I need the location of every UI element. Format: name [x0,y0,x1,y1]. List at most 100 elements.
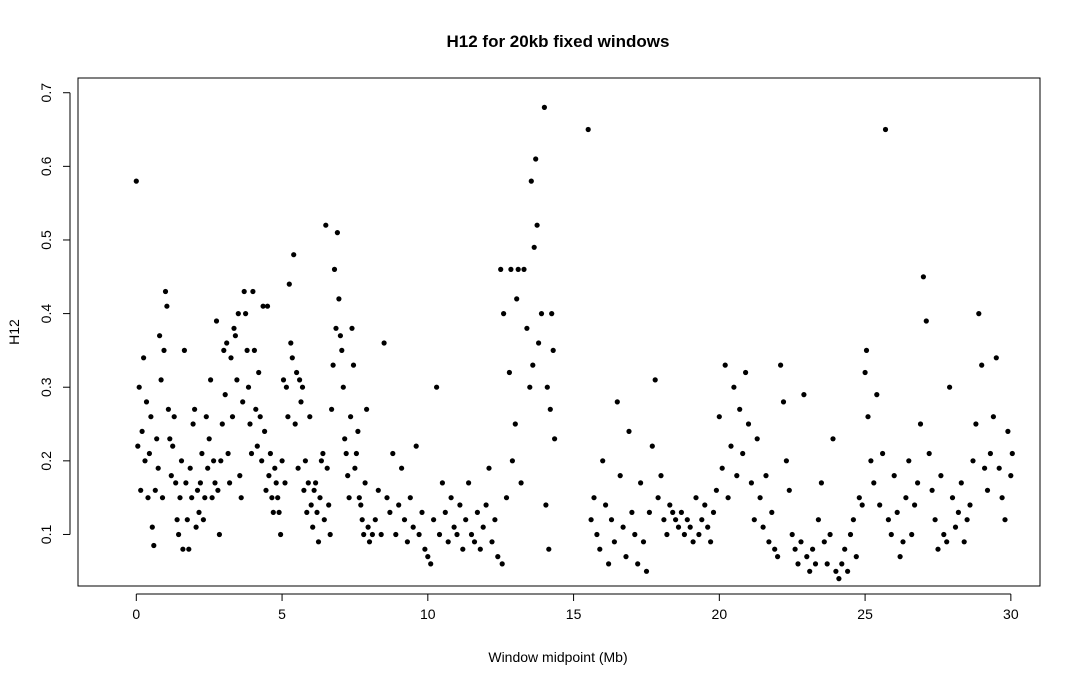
data-point [165,406,171,412]
data-point [248,450,255,457]
data-point [649,443,655,449]
data-point [359,517,365,523]
data-point [250,288,256,295]
data-point [515,266,521,272]
data-point [970,458,976,464]
data-point [853,554,859,560]
data-point [509,458,515,464]
data-point [780,399,787,405]
data-point [269,495,275,501]
data-point [524,325,530,331]
data-point [486,465,492,471]
data-point [208,377,214,383]
data-point [196,509,202,515]
data-point [594,531,600,538]
data-point [842,546,848,552]
data-point [792,546,798,552]
data-point [789,531,795,538]
data-point [588,517,594,523]
data-point [699,517,705,523]
x-tick-label: 15 [566,606,582,622]
data-point [611,539,618,545]
data-point [938,473,944,479]
data-point [283,384,289,390]
data-point [549,311,555,317]
data-point [863,347,870,353]
data-point [737,406,743,412]
data-point [138,487,144,493]
data-point [174,517,180,523]
data-point [585,126,591,133]
data-point [173,480,179,486]
data-point [917,421,924,427]
data-point [751,517,757,523]
data-point [512,421,518,427]
data-point [827,531,833,538]
y-tick-label: 0.6 [38,156,54,176]
data-point [164,303,170,309]
data-point [678,509,685,515]
data-point [136,384,142,390]
data-point [552,436,558,442]
data-point [862,369,868,376]
data-point [638,480,644,486]
data-point [314,509,320,515]
data-point [460,546,466,552]
data-point [885,517,892,523]
data-point [326,502,332,508]
data-point [839,561,845,567]
data-point [340,384,346,390]
y-tick-label: 0.3 [38,377,54,397]
data-point [734,473,740,479]
data-point [546,546,552,552]
data-point [334,230,340,236]
x-tick-label: 25 [857,606,873,622]
data-point [999,495,1005,501]
data-point [920,274,927,280]
data-point [725,495,731,501]
plot-frame [77,77,1041,587]
data-point [944,539,950,545]
data-point [912,502,918,508]
data-point [439,480,445,486]
data-point [807,568,813,574]
data-point [923,318,929,324]
data-point [626,428,632,434]
data-point [1009,450,1015,457]
data-point [850,517,857,523]
data-point [189,495,195,501]
data-point [550,347,556,353]
data-point [909,531,915,538]
data-point [352,465,358,471]
data-point [681,531,688,538]
data-point [205,465,211,471]
data-point [273,480,279,486]
data-point [228,355,234,361]
data-point [769,509,775,515]
data-point [141,355,147,361]
data-point [531,244,537,250]
data-point [795,561,801,567]
data-point [675,524,682,530]
data-point [952,524,959,530]
data-point [643,568,650,574]
data-point [629,509,635,515]
data-point [162,288,169,295]
data-point [518,480,524,486]
data-point [506,369,512,376]
data-point [330,362,336,368]
data-point [836,576,842,582]
data-point [209,495,215,501]
data-point [302,458,308,464]
x-tick-label: 10 [420,606,436,622]
data-point [235,311,241,317]
data-point [690,539,696,545]
data-point [292,421,298,427]
data-point [407,495,413,501]
data-point [410,524,416,530]
data-point [229,414,236,420]
data-point [320,450,326,457]
data-point [399,465,405,471]
data-point [231,325,237,331]
data-point [216,531,222,538]
